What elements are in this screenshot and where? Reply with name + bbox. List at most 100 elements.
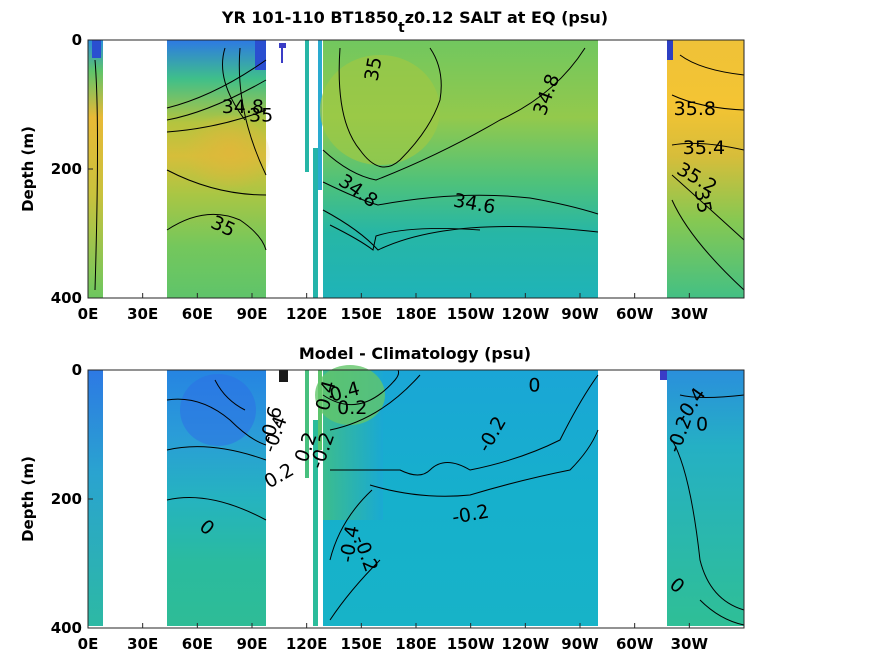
top-field-strip-a [305, 40, 309, 172]
bottom-contour [699, 599, 745, 626]
bottom-y-tick-label: 0 [72, 361, 82, 379]
bottom-x-tick-label: 180E [395, 635, 437, 653]
bottom-contour [679, 394, 745, 398]
bottom-field-atlantic [667, 370, 744, 626]
bottom-x-axis: 0E 30E 60E 90E 120E 150E 180E 150W 120W 90W 60W 30W [78, 623, 709, 653]
bottom-y-tick-label: 400 [51, 619, 82, 637]
top-contour [671, 142, 745, 151]
top-contour [166, 169, 267, 196]
top-x-tick-label: 90W [561, 305, 599, 323]
bottom-x-tick-label: 90E [236, 635, 267, 653]
top-contour-label: 35 [690, 187, 716, 215]
top-y-tick-label: 200 [51, 160, 82, 178]
top-field-pacific-core [320, 55, 440, 165]
bottom-contour-label: 0 [696, 413, 708, 435]
top-panel: YR 101-110 BT1850tz0.12 SALT at EQ (psu) [19, 8, 745, 323]
top-contour [94, 59, 98, 291]
bottom-field-indian-low [180, 374, 256, 446]
top-title-rest: z0.12 SALT at EQ (psu) [405, 8, 608, 27]
bottom-contour [214, 379, 246, 411]
top-x-tick-label: 30E [127, 305, 158, 323]
top-field-strip-b [313, 148, 318, 298]
bottom-y-tick-label: 200 [51, 490, 82, 508]
bottom-x-tick-label: 30E [127, 635, 158, 653]
top-x-tick-label: 180E [395, 305, 437, 323]
bottom-contour-label: 0 [528, 375, 540, 397]
top-contour [166, 59, 267, 109]
bottom-x-tick-label: 60E [182, 635, 213, 653]
bottom-contour-label: 0.2 [260, 459, 297, 493]
top-contour [671, 174, 745, 241]
top-contour [329, 224, 481, 251]
bottom-contour [166, 398, 267, 446]
top-contour-label: 35.4 [683, 137, 725, 159]
bottom-contour [329, 489, 373, 561]
top-chart-title: YR 101-110 BT1850tz0.12 SALT at EQ (psu) [221, 8, 608, 36]
top-contour [166, 109, 267, 133]
top-y-tick-label: 0 [72, 31, 82, 49]
bottom-contour [329, 374, 421, 431]
bottom-x-tick-label: 90W [561, 635, 599, 653]
bottom-contours [166, 369, 745, 626]
top-contour [222, 47, 246, 121]
bottom-ylabel: Depth (m) [19, 456, 37, 542]
top-contour [322, 209, 599, 251]
bottom-field-strip-a [305, 370, 309, 478]
top-x-tick-label: 30W [671, 305, 709, 323]
top-ylabel: Depth (m) [19, 126, 37, 212]
top-contour-label: 35.8 [674, 98, 716, 120]
bottom-contour [330, 374, 599, 476]
top-contour-label: 35 [361, 55, 387, 83]
top-x-axis: 0E 30E 60E 90E 120E 150E 180E 150W 120W 90W 60W 30W [78, 293, 709, 323]
bottom-y-axis: 0 200 400 [51, 361, 93, 637]
top-field-atlantic-surface [667, 40, 673, 60]
bottom-field-strip-b [313, 420, 318, 626]
top-contour-label: 34.8 [222, 96, 264, 118]
top-contour [671, 199, 745, 291]
bottom-contour [329, 559, 381, 621]
top-contour-label: 35 [249, 105, 273, 127]
bottom-contour-label: 0.2 [337, 397, 367, 419]
bottom-x-tick-label: 120W [501, 635, 549, 653]
bottom-panel: Model - Climatology (psu) 00.40. [19, 344, 745, 653]
top-x-tick-label: 150W [447, 305, 495, 323]
top-field-west-atlantic [88, 40, 103, 298]
bottom-x-tick-label: 150W [447, 635, 495, 653]
top-surface-dark-a [92, 40, 101, 58]
top-field-indian-core [180, 115, 270, 195]
top-contour [322, 181, 599, 215]
bottom-field-pacific-warm [315, 365, 385, 425]
top-y-axis: 0 200 400 [51, 31, 93, 307]
top-contour [166, 79, 267, 121]
top-title-main: YR 101-110 BT1850 [221, 8, 398, 27]
top-x-tick-label: 0E [78, 305, 99, 323]
bottom-x-tick-label: 60W [616, 635, 654, 653]
top-x-tick-label: 60E [182, 305, 213, 323]
top-x-tick-label: 60W [616, 305, 654, 323]
bottom-contour [322, 369, 400, 406]
bottom-field-atlantic-surface [660, 370, 667, 380]
top-x-tick-label: 150E [341, 305, 383, 323]
bottom-x-tick-label: 30W [671, 635, 709, 653]
top-surface-marker [279, 43, 286, 48]
top-contour [322, 47, 586, 181]
top-field-strip-c [318, 40, 322, 190]
bottom-field-west-atlantic [88, 370, 103, 626]
top-contour [671, 94, 745, 111]
bottom-contour [369, 429, 599, 497]
bottom-chart-title: Model - Climatology (psu) [299, 344, 531, 363]
top-x-tick-label: 90E [236, 305, 267, 323]
bottom-x-tick-label: 0E [78, 635, 99, 653]
top-contours [94, 47, 745, 291]
top-field-atlantic [667, 40, 744, 298]
top-y-tick-label: 400 [51, 289, 82, 307]
top-x-tick-label: 120E [286, 305, 328, 323]
top-contour [166, 213, 267, 251]
top-contour [338, 47, 442, 168]
bottom-contour [166, 497, 267, 521]
top-contour [238, 47, 267, 176]
top-surface-dark-b [255, 40, 266, 70]
top-contour [679, 54, 745, 76]
bottom-surface-dark [279, 370, 288, 382]
